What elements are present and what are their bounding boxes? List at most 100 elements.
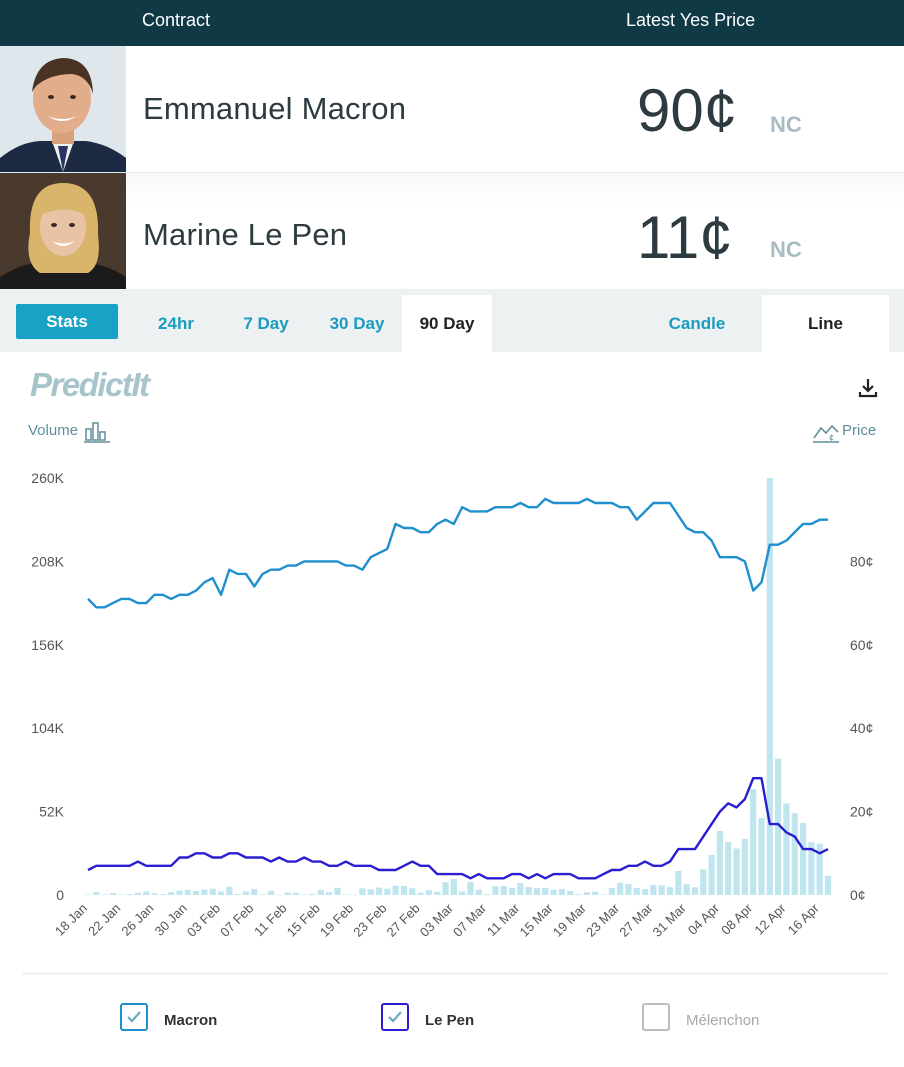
x-tick-label: 27 Mar — [616, 900, 656, 940]
tab-stats[interactable]: Stats — [16, 304, 118, 339]
line-chart-icon[interactable]: ¢ — [812, 420, 840, 444]
contract-name[interactable]: Emmanuel Macron — [143, 91, 407, 126]
right-tick-label: 40¢ — [850, 720, 873, 736]
contract-row-macron[interactable]: Emmanuel Macron 90¢ NC — [0, 46, 904, 173]
volume-bar — [608, 887, 615, 895]
check-icon — [388, 1011, 402, 1023]
volume-bar — [683, 884, 690, 895]
volume-bar — [367, 889, 374, 895]
volume-bar — [425, 890, 433, 895]
tab-7day[interactable]: 7 Day — [243, 314, 289, 333]
volume-bar — [783, 803, 790, 895]
volume-bar — [733, 848, 740, 895]
x-tick-label: 27 Feb — [383, 901, 422, 940]
x-tick-label: 18 Jan — [52, 901, 90, 939]
chart-tabbar: Stats 24hr 7 Day 30 Day 90 Day Candle Li… — [0, 289, 904, 352]
volume-bar — [483, 894, 491, 895]
x-tick-label: 31 Mar — [650, 900, 690, 940]
avatar-lepen — [0, 173, 126, 289]
volume-bar — [375, 887, 383, 895]
x-tick-label: 23 Feb — [350, 901, 389, 940]
volume-bar — [641, 889, 649, 895]
price-axis-label[interactable]: Price — [842, 422, 877, 439]
tab-90day[interactable]: 90 Day — [402, 295, 492, 352]
volume-bar — [766, 478, 773, 895]
volume-bar — [400, 886, 408, 895]
volume-bar — [666, 887, 674, 895]
volume-bar — [143, 891, 150, 895]
divider — [22, 972, 888, 975]
volume-bar — [284, 892, 291, 895]
volume-bar — [93, 892, 100, 895]
right-tick-label: 80¢ — [850, 553, 873, 569]
volume-bar — [168, 892, 175, 895]
series-line-le-pen — [87, 777, 829, 880]
left-tick-label: 0 — [56, 887, 64, 903]
volume-bar — [84, 894, 92, 895]
volume-bar — [625, 884, 632, 895]
tab-30day[interactable]: 30 Day — [329, 314, 385, 333]
volume-bar — [101, 894, 108, 895]
volume-bar — [633, 887, 640, 895]
tab-line[interactable]: Line — [762, 295, 889, 352]
x-tick-label: 22 Jan — [85, 901, 123, 939]
left-tick-label: 52K — [39, 804, 65, 820]
volume-bar — [109, 893, 117, 895]
table-header: Contract Latest Yes Price — [0, 0, 904, 46]
price-change: NC — [770, 237, 802, 262]
checkbox-macron[interactable] — [120, 1003, 148, 1031]
x-tick-label: 11 Mar — [484, 900, 523, 939]
contract-row-lepen[interactable]: Marine Le Pen 11¢ NC — [0, 173, 904, 289]
volume-bar — [317, 889, 324, 895]
series-line-macron — [87, 497, 828, 609]
volume-bar — [159, 894, 166, 895]
price-column-header: Latest Yes Price — [626, 10, 756, 30]
left-tick-label: 156K — [31, 637, 64, 653]
x-tick-label: 12 Apr — [751, 900, 789, 938]
volume-bar — [359, 888, 366, 895]
volume-label[interactable]: Volume — [28, 422, 79, 439]
volume-bar — [434, 891, 441, 895]
volume-bar — [267, 890, 275, 895]
volume-bar — [808, 842, 815, 895]
volume-bar — [384, 888, 391, 895]
volume-bar — [184, 889, 191, 895]
bar-chart-icon[interactable] — [84, 421, 110, 443]
volume-bar — [442, 882, 449, 895]
volume-bar — [708, 854, 715, 895]
checkbox-melenchon[interactable] — [642, 1003, 670, 1031]
volume-bar — [467, 881, 474, 895]
volume-bar — [533, 888, 541, 895]
right-tick-label: 60¢ — [850, 637, 873, 653]
volume-bar — [259, 894, 266, 895]
volume-bar — [334, 887, 341, 895]
volume-bar — [409, 888, 416, 895]
x-tick-label: 19 Mar — [550, 900, 590, 940]
left-tick-label: 104K — [31, 720, 64, 736]
contract-name[interactable]: Marine Le Pen — [143, 217, 348, 252]
volume-bar — [774, 758, 782, 895]
avatar-macron — [0, 46, 126, 172]
volume-bar — [217, 891, 225, 895]
volume-bar — [758, 818, 765, 895]
volume-bar — [234, 894, 241, 895]
tab-24hr[interactable]: 24hr — [158, 314, 194, 333]
volume-bar — [492, 886, 499, 895]
x-tick-label: 26 Jan — [118, 901, 156, 939]
volume-bar — [716, 830, 724, 895]
volume-bar — [242, 891, 250, 895]
x-tick-label: 07 Mar — [450, 900, 490, 940]
x-tick-label: 07 Feb — [217, 901, 256, 940]
tab-candle[interactable]: Candle — [668, 314, 726, 333]
price-change: NC — [770, 112, 802, 137]
download-icon[interactable] — [857, 377, 879, 399]
volume-bar — [276, 894, 283, 896]
left-tick-label: 208K — [31, 553, 64, 569]
checkbox-lepen[interactable] — [381, 1003, 409, 1031]
volume-bar — [201, 889, 208, 895]
x-tick-label: 19 Feb — [317, 901, 356, 940]
volume-bar — [675, 870, 682, 895]
volume-bar — [192, 890, 200, 895]
volume-bar — [508, 887, 516, 895]
predictit-logo: PredictIt — [30, 366, 150, 403]
